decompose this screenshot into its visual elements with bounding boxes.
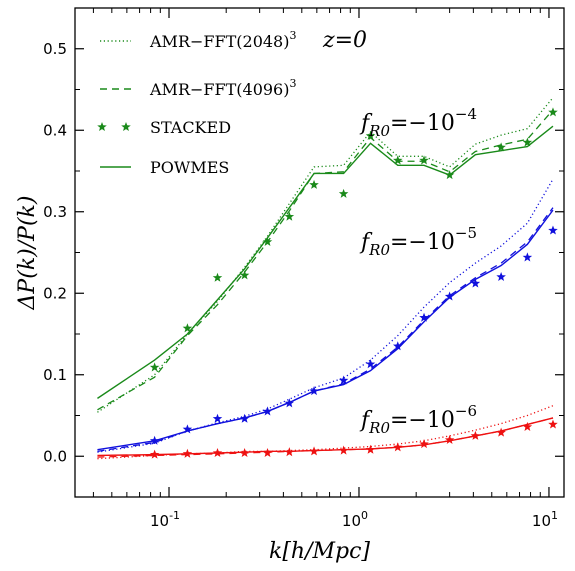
data-point-star xyxy=(522,252,533,262)
data-point-star xyxy=(522,421,533,431)
data-point-star xyxy=(284,447,295,457)
data-point-star xyxy=(212,272,223,282)
data-point-star xyxy=(496,142,506,152)
y-tick-label: 0.5 xyxy=(43,40,67,58)
data-point-star xyxy=(262,406,273,416)
data-point-star xyxy=(182,323,193,333)
x-tick-label: 10-1 xyxy=(150,509,180,530)
plot-background xyxy=(75,8,564,497)
legend-item-dotted: AMR−FFT(2048)3 xyxy=(100,29,296,51)
series-f6-dotted-line xyxy=(97,405,554,460)
legend-star-marker xyxy=(121,122,131,132)
series-f4-stacked xyxy=(149,107,558,372)
x-tick-label: 101 xyxy=(532,509,558,530)
data-point-star xyxy=(338,188,349,198)
data-point-star xyxy=(212,413,223,423)
data-point-star xyxy=(309,179,319,189)
data-point-star xyxy=(470,278,481,288)
data-point-star xyxy=(365,130,376,140)
data-point-star xyxy=(548,107,558,117)
annotation-subscript: R0 xyxy=(368,419,390,437)
data-point-star xyxy=(149,362,160,372)
data-point-star xyxy=(309,386,319,396)
data-point-star xyxy=(419,439,429,449)
annotation-equals: =−10 xyxy=(390,408,455,433)
series-f5-dashed-line xyxy=(97,207,554,453)
data-point-star xyxy=(239,413,250,423)
data-point-star xyxy=(444,170,455,180)
data-point-star xyxy=(262,236,273,246)
data-point-star xyxy=(393,442,403,452)
series-f5-stacked xyxy=(149,225,558,445)
data-point-star xyxy=(393,155,403,165)
x-tick-label-exponent: 0 xyxy=(361,509,368,522)
data-point-star xyxy=(365,444,376,454)
series-layer xyxy=(97,97,558,460)
data-point-star xyxy=(548,419,558,429)
data-point-star xyxy=(496,427,506,437)
y-axis-label: ΔP(k)/P(k) xyxy=(15,196,40,311)
data-point-star xyxy=(548,225,558,235)
annotation-exponent: −4 xyxy=(455,105,477,123)
data-point-star xyxy=(239,270,250,280)
legend-label: POWMES xyxy=(150,158,229,177)
x-axis-label: k[h/Mpc] xyxy=(269,539,370,564)
legend-item-solid: POWMES xyxy=(100,158,229,177)
data-point-star xyxy=(212,447,223,458)
legend-label: STACKED xyxy=(150,118,231,137)
data-point-star xyxy=(419,312,429,322)
series-f4-dashed-line xyxy=(97,109,554,411)
data-point-star xyxy=(309,446,319,456)
x-tick-label-exponent: 1 xyxy=(551,509,558,522)
data-point-star xyxy=(239,447,250,458)
annotation-f5: fR0=−10−5 xyxy=(359,224,477,259)
data-point-star xyxy=(444,434,455,444)
data-point-star xyxy=(444,291,455,301)
y-tick-label: 0.3 xyxy=(43,203,67,221)
x-tick-label-exponent: -1 xyxy=(169,509,180,522)
legend-item-dashed: AMR−FFT(4096)3 xyxy=(100,77,296,99)
y-tick-label: 0.4 xyxy=(43,121,67,139)
y-tick-label: 0.2 xyxy=(43,284,67,302)
y-tick-label: 0.1 xyxy=(43,366,67,384)
data-point-star xyxy=(149,435,160,445)
annotation-exponent: −6 xyxy=(455,402,477,420)
legend-label: AMR−FFT(2048)3 xyxy=(149,29,296,51)
data-point-star xyxy=(338,445,349,455)
y-tick-label: 0.0 xyxy=(43,447,67,465)
series-f6-stacked xyxy=(149,419,558,459)
annotation-equals: =−10 xyxy=(390,230,455,255)
data-point-star xyxy=(365,359,376,369)
data-point-star xyxy=(182,448,193,458)
legend-star-marker xyxy=(97,122,107,132)
annotation-equals: =−10 xyxy=(390,111,455,136)
legend-label-exponent: 3 xyxy=(289,29,296,42)
annotation-subscript: R0 xyxy=(368,122,390,140)
series-f4-solid-line xyxy=(97,125,554,399)
legend-label-exponent: 3 xyxy=(289,77,296,90)
data-point-star xyxy=(496,271,506,281)
legend-item-stars: STACKED xyxy=(97,118,231,137)
data-point-star xyxy=(262,447,273,458)
axes-layer: 0.00.10.20.30.40.510-1 100 101 xyxy=(43,7,565,530)
legend-label: AMR−FFT(4096)3 xyxy=(149,77,296,99)
data-point-star xyxy=(182,424,193,434)
legend: AMR−FFT(2048)3 AMR−FFT(4096)3 STACKED POWME… xyxy=(97,28,367,177)
data-point-star xyxy=(149,449,160,459)
x-tick-label: 100 xyxy=(342,509,368,530)
data-point-star xyxy=(522,137,533,147)
axis-labels: k[h/Mpc] ΔP(k)/P(k) xyxy=(15,196,370,564)
data-point-star xyxy=(338,375,349,385)
plot-area xyxy=(75,8,564,497)
data-point-star xyxy=(284,398,295,408)
data-point-star xyxy=(419,155,429,165)
redshift-label: z=0 xyxy=(322,28,367,53)
annotation-exponent: −5 xyxy=(455,224,477,242)
data-point-star xyxy=(393,341,403,351)
data-point-star xyxy=(470,430,481,440)
annotation-subscript: R0 xyxy=(368,241,390,259)
data-point-star xyxy=(284,211,295,221)
